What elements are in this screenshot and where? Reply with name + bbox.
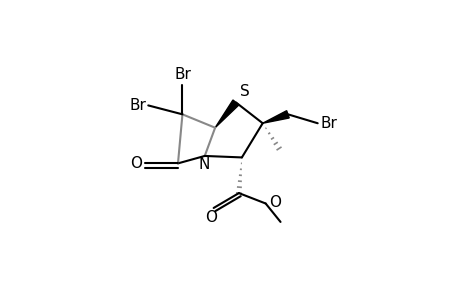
Text: S: S [239,84,249,99]
Text: Br: Br [319,116,336,131]
Polygon shape [215,100,238,128]
Polygon shape [262,111,289,123]
Text: Br: Br [129,98,146,113]
Text: O: O [130,156,142,171]
Text: O: O [268,194,280,209]
Text: N: N [198,158,209,172]
Text: Br: Br [174,67,190,82]
Text: O: O [204,210,216,225]
